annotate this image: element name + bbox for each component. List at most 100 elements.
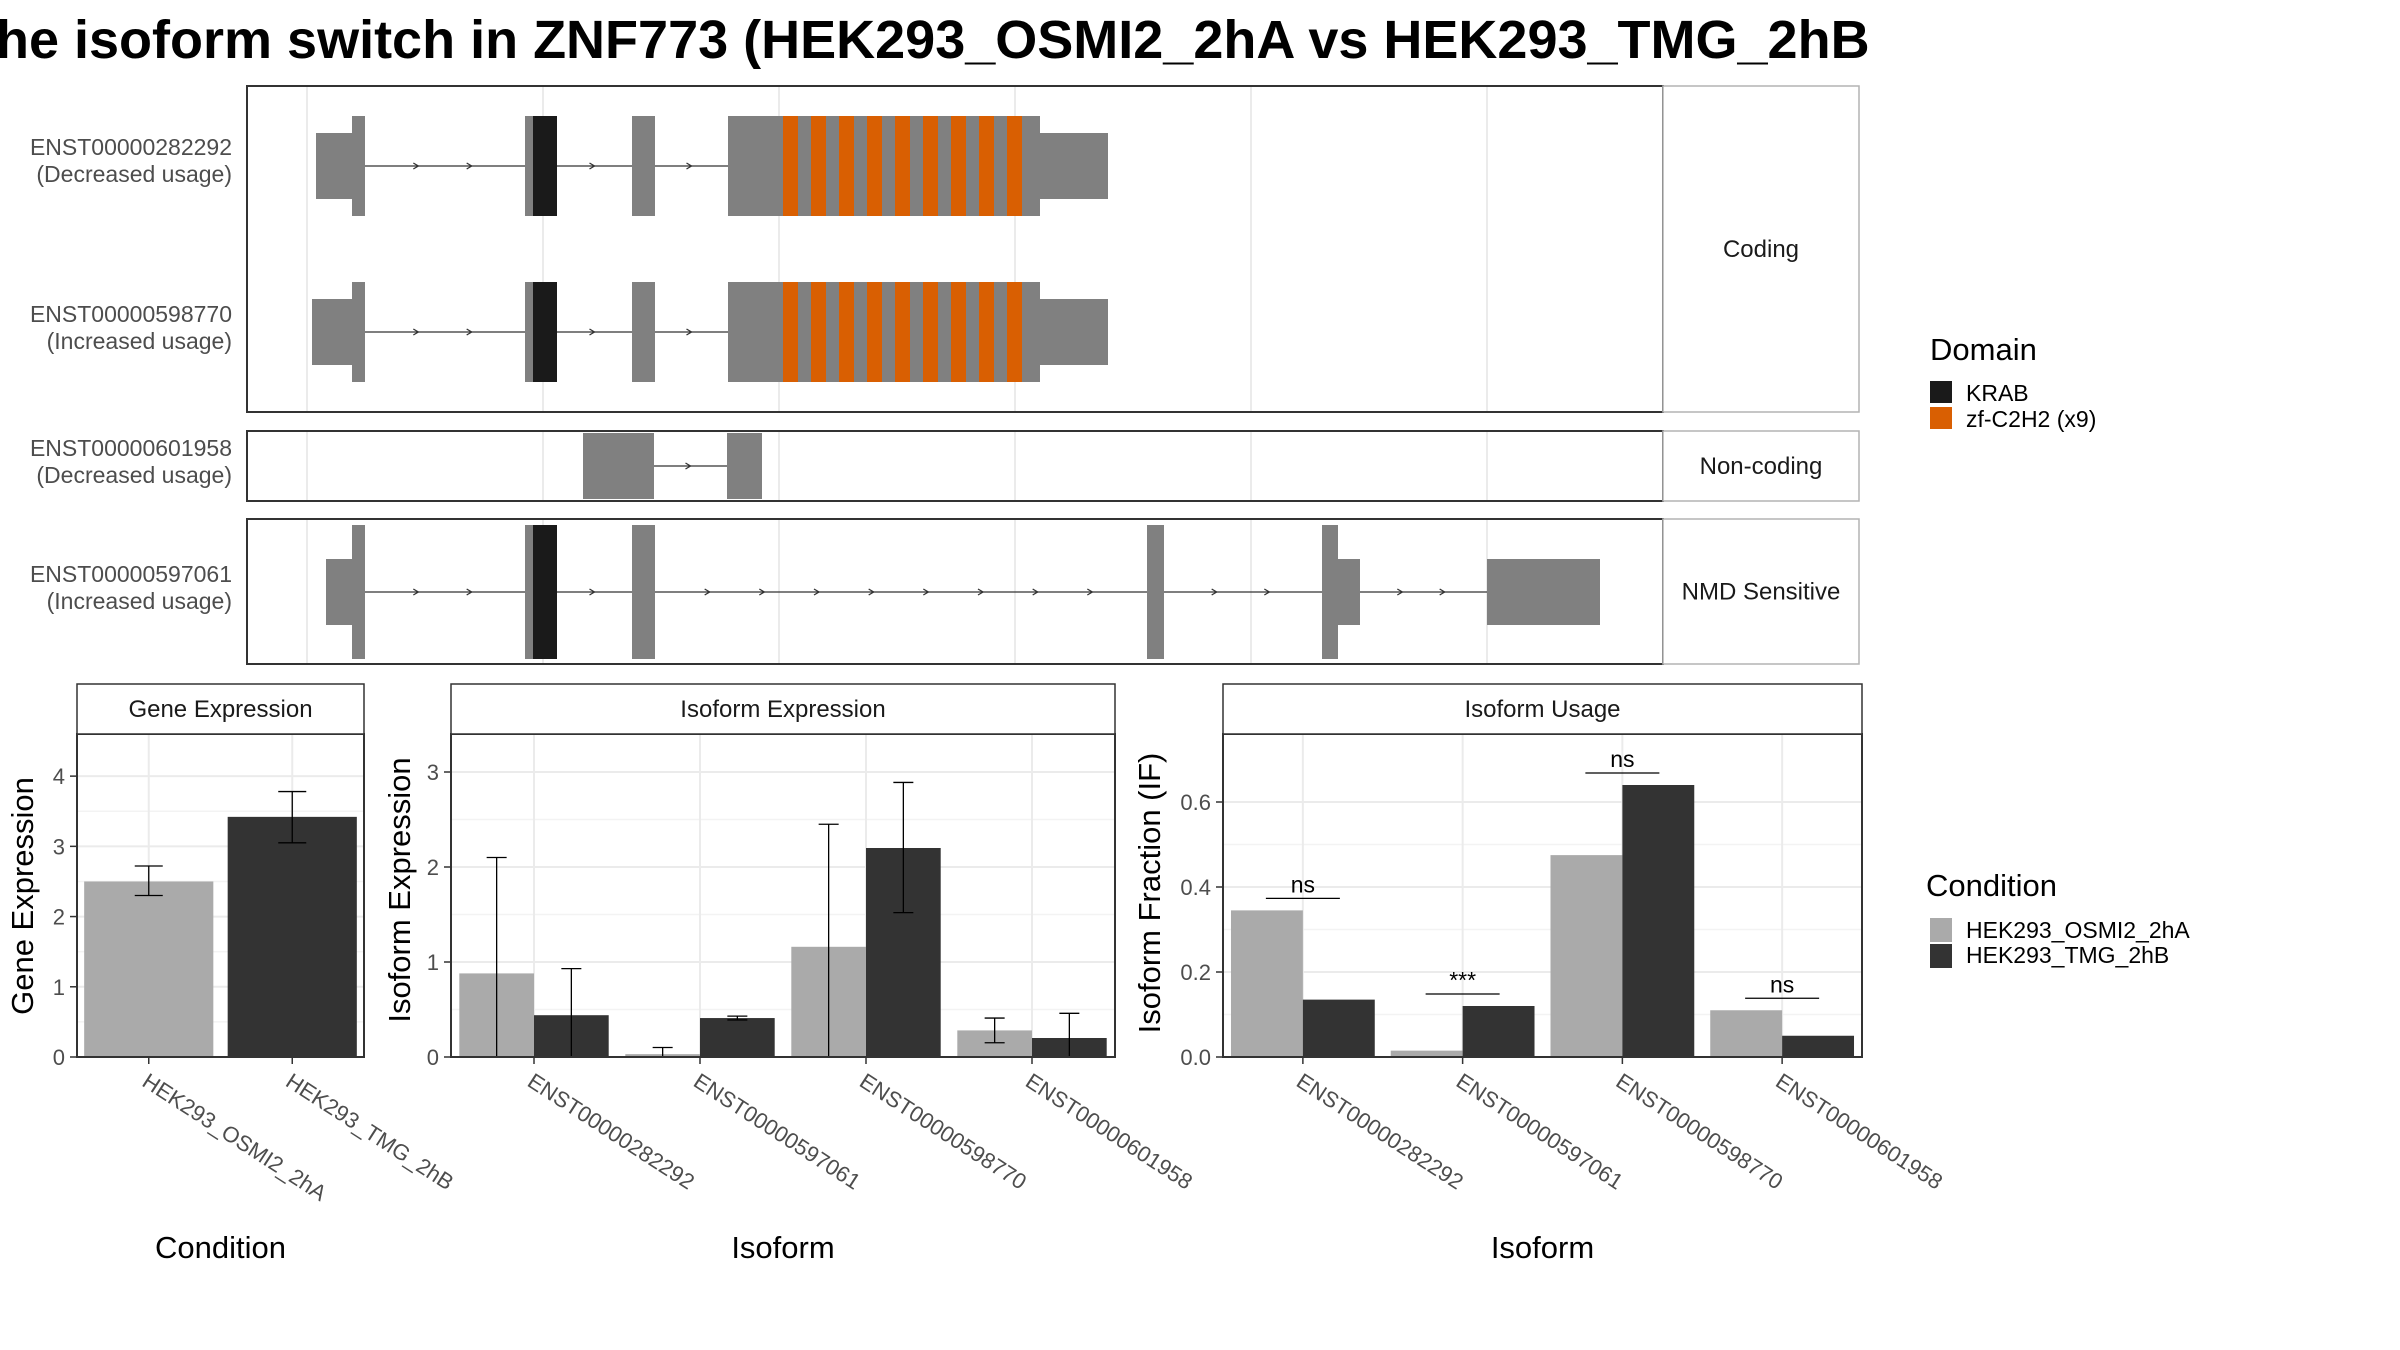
transcript-usage-label: (Increased usage) (47, 588, 232, 614)
chart-panel-bg (451, 734, 1115, 1057)
zf-c2h2-domain (979, 116, 994, 216)
bar (84, 881, 214, 1057)
domain-legend-title: Domain (1930, 332, 2037, 367)
krab-domain (533, 116, 557, 216)
significance-label: *** (1449, 967, 1476, 993)
x-tick-label: ENST00000601958 (1771, 1068, 1947, 1194)
zf-c2h2-domain (811, 282, 826, 382)
y-axis-title: Isoform Fraction (IF) (1132, 753, 1167, 1034)
coding-exon (1322, 525, 1338, 659)
x-axis: ENST00000282292ENST00000597061ENST000005… (523, 1057, 1197, 1194)
bar (227, 816, 357, 1057)
significance-label: ns (1610, 746, 1634, 772)
y-tick-label: 1 (427, 950, 439, 975)
bar (1302, 999, 1375, 1057)
legend-label-condition-b: HEK293_TMG_2hB (1966, 942, 2169, 968)
zf-c2h2-domain (811, 116, 826, 216)
zf-c2h2-domain (783, 116, 798, 216)
condition-legend-title: Condition (1926, 868, 2057, 903)
x-tick-label: ENST00000282292 (1292, 1068, 1468, 1194)
coding-exon (352, 282, 365, 382)
bar (1782, 1035, 1855, 1057)
group-strip (1662, 85, 1860, 413)
intron-arrow (1086, 588, 1094, 596)
intron-arrow (466, 328, 473, 336)
intron-arrow (1211, 588, 1218, 596)
chart-title-strip (76, 683, 365, 735)
y-tick-label: 0.2 (1180, 960, 1211, 985)
zf-c2h2-domain (979, 282, 994, 382)
intron-arrow (758, 588, 766, 596)
y-tick-label: 0.6 (1180, 790, 1211, 815)
zf-c2h2-domain (839, 282, 854, 382)
bar (1710, 1010, 1783, 1057)
utr-exon (312, 299, 352, 365)
intron-arrow (1396, 588, 1404, 596)
intron-arrow (813, 588, 821, 596)
group-strip-label: Coding (1723, 236, 1799, 263)
y-axis-title: Isoform Expression (382, 757, 417, 1022)
exon (583, 433, 654, 499)
bars (84, 816, 357, 1057)
intron-arrow (412, 162, 420, 170)
intron-arrow (589, 588, 596, 596)
x-axis: ENST00000282292ENST00000597061ENST000005… (1292, 1057, 1947, 1194)
chart-panel-2: Isoform Expression0123ENST00000282292ENS… (382, 683, 1197, 1265)
x-tick-label: ENST00000598770 (855, 1068, 1031, 1194)
y-tick-label: 2 (53, 905, 65, 930)
coding-exon (632, 282, 655, 382)
y-tick-label: 0 (53, 1045, 65, 1070)
significance-annotations: ns *** ns ns (1265, 746, 1820, 999)
coding-exon (632, 525, 655, 659)
x-tick-label: ENST00000597061 (689, 1068, 865, 1194)
transcript-model (316, 116, 1108, 216)
bar (1390, 1050, 1463, 1057)
significance-label: ns (1291, 871, 1315, 897)
y-tick-label: 0.4 (1180, 875, 1211, 900)
intron-arrow (412, 328, 420, 336)
intron-arrow (977, 588, 985, 596)
y-tick-label: 0.0 (1180, 1045, 1211, 1070)
intron-arrow (704, 588, 711, 596)
y-tick-label: 0 (427, 1045, 439, 1070)
transcript-model (583, 433, 762, 499)
legend-label-zf: zf-C2H2 (x9) (1966, 406, 2096, 432)
zf-c2h2-domain (923, 282, 938, 382)
intron-arrow (868, 588, 875, 596)
utr-exon (1487, 559, 1600, 625)
zf-c2h2-domain (923, 116, 938, 216)
utr-exon (316, 133, 352, 199)
zf-c2h2-domain (867, 116, 882, 216)
transcript-structure-area (246, 85, 1664, 665)
zf-c2h2-domain (867, 282, 882, 382)
significance-label: ns (1770, 971, 1794, 997)
chart-panel-3: ns *** ns ns Isoform Usage 0.0 0.2 0.4 0.6 ENST00… (1132, 683, 1947, 1265)
zf-c2h2-domain (951, 282, 966, 382)
y-tick-label: 3 (53, 834, 65, 859)
intron-arrow (1032, 588, 1039, 596)
utr-exon (1040, 299, 1108, 365)
transcript-model (312, 282, 1108, 382)
y-tick-label: 3 (427, 760, 439, 785)
error-bars (134, 790, 307, 897)
transcript-labels: ENST00000282292(Decreased usage)ENST0000… (30, 134, 232, 614)
bar (1230, 910, 1303, 1057)
intron-arrow (466, 588, 473, 596)
intron-arrow (1439, 588, 1446, 596)
exon (727, 433, 762, 499)
x-tick-label: ENST00000597061 (1452, 1068, 1628, 1194)
intron-arrow (685, 462, 692, 470)
y-axis: 0.0 0.2 0.4 0.6 (1180, 790, 1223, 1070)
utr-exon (1338, 559, 1360, 625)
zf-c2h2-domain (951, 116, 966, 216)
bar (700, 1018, 775, 1057)
bar (1622, 785, 1695, 1057)
intron-arrow (1263, 588, 1271, 596)
transcript-id-label: ENST00000282292 (30, 134, 232, 160)
domain-legend: Domain KRAB zf-C2H2 (x9) (1930, 332, 2096, 432)
x-tick-label: ENST00000282292 (523, 1068, 699, 1194)
transcript-usage-label: (Increased usage) (47, 328, 232, 354)
group-strip-label: NMD Sensitive (1682, 579, 1841, 606)
